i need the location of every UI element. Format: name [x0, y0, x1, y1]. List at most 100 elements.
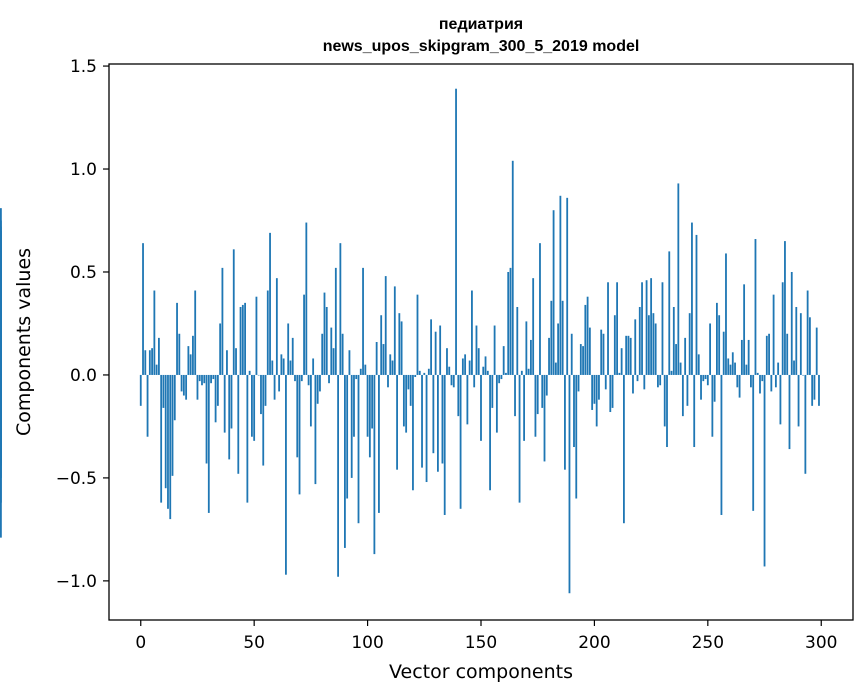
bar	[747, 339, 750, 375]
bar	[269, 232, 271, 375]
bar	[330, 327, 333, 375]
bar	[616, 282, 618, 375]
bar	[704, 374, 707, 380]
bar	[518, 374, 521, 503]
bar	[772, 294, 775, 375]
bar	[584, 304, 587, 375]
bar	[275, 278, 278, 375]
plot-frame	[108, 63, 854, 621]
bar	[364, 364, 367, 375]
x-tick-label: 50	[243, 633, 265, 653]
bar	[548, 337, 550, 375]
bar	[212, 374, 215, 380]
bar	[627, 335, 630, 375]
bar	[691, 222, 693, 375]
bar	[750, 374, 752, 388]
bar	[713, 374, 716, 402]
bar	[702, 374, 705, 382]
chart-title: педиатрия	[439, 16, 523, 33]
bar	[774, 374, 777, 388]
bar	[205, 374, 208, 464]
bar	[228, 374, 231, 460]
x-tick-label: 100	[351, 633, 383, 653]
bar	[525, 321, 528, 375]
bar	[797, 374, 800, 427]
bar	[425, 374, 428, 483]
bar	[568, 374, 571, 594]
bar	[432, 374, 435, 454]
bar	[477, 348, 480, 375]
bar	[241, 304, 244, 375]
bar	[142, 243, 144, 375]
bar	[688, 313, 691, 375]
bar	[207, 374, 210, 513]
bar	[278, 374, 281, 392]
bar	[0, 374, 2, 460]
bar	[371, 374, 374, 429]
bar	[523, 374, 525, 441]
bar	[784, 241, 786, 375]
bar	[725, 253, 727, 375]
bar	[253, 374, 256, 441]
bar	[296, 374, 299, 458]
bar	[357, 374, 360, 524]
bar	[387, 374, 389, 388]
bar	[282, 358, 285, 375]
bar	[418, 370, 421, 375]
bar	[455, 88, 457, 375]
bar	[434, 331, 437, 375]
bar	[407, 374, 410, 390]
bar	[666, 374, 668, 448]
bar	[421, 374, 423, 468]
bar	[779, 374, 782, 425]
bar	[398, 313, 401, 375]
bar	[536, 374, 539, 415]
bar	[443, 374, 446, 515]
bar	[139, 374, 142, 406]
bar	[464, 354, 467, 375]
bar	[484, 356, 487, 375]
bar	[402, 374, 405, 427]
bar	[319, 374, 321, 392]
bar	[176, 302, 178, 375]
bar	[530, 339, 532, 375]
bar	[298, 374, 301, 495]
bar	[262, 374, 265, 466]
bar	[289, 360, 292, 375]
bar	[763, 374, 766, 567]
bar	[223, 374, 226, 433]
bar	[486, 370, 489, 375]
bar	[271, 360, 274, 375]
bar	[657, 374, 659, 388]
bar	[520, 370, 523, 375]
x-tick-label: 250	[692, 633, 724, 653]
bar	[158, 337, 160, 375]
x-tick-label: 200	[578, 633, 610, 653]
bar	[189, 354, 192, 375]
bar	[348, 350, 351, 375]
bar	[323, 292, 326, 375]
bar	[393, 286, 396, 375]
bar	[641, 282, 643, 375]
bar	[579, 344, 582, 375]
bar	[681, 374, 684, 417]
y-tick-label: 1.5	[70, 57, 97, 77]
bar	[344, 374, 346, 548]
bar	[316, 374, 319, 404]
bar	[144, 350, 147, 375]
bar	[473, 374, 476, 388]
bar	[148, 350, 151, 375]
bar	[339, 243, 342, 375]
bar	[334, 267, 337, 375]
bar	[300, 374, 303, 382]
bar	[350, 374, 353, 478]
bar	[210, 374, 212, 384]
bar	[561, 300, 564, 375]
bar	[373, 374, 376, 555]
bar	[652, 313, 655, 375]
bar	[722, 331, 725, 375]
bar	[248, 370, 251, 375]
bar	[623, 374, 625, 524]
bar	[516, 306, 519, 375]
bar	[811, 374, 814, 406]
